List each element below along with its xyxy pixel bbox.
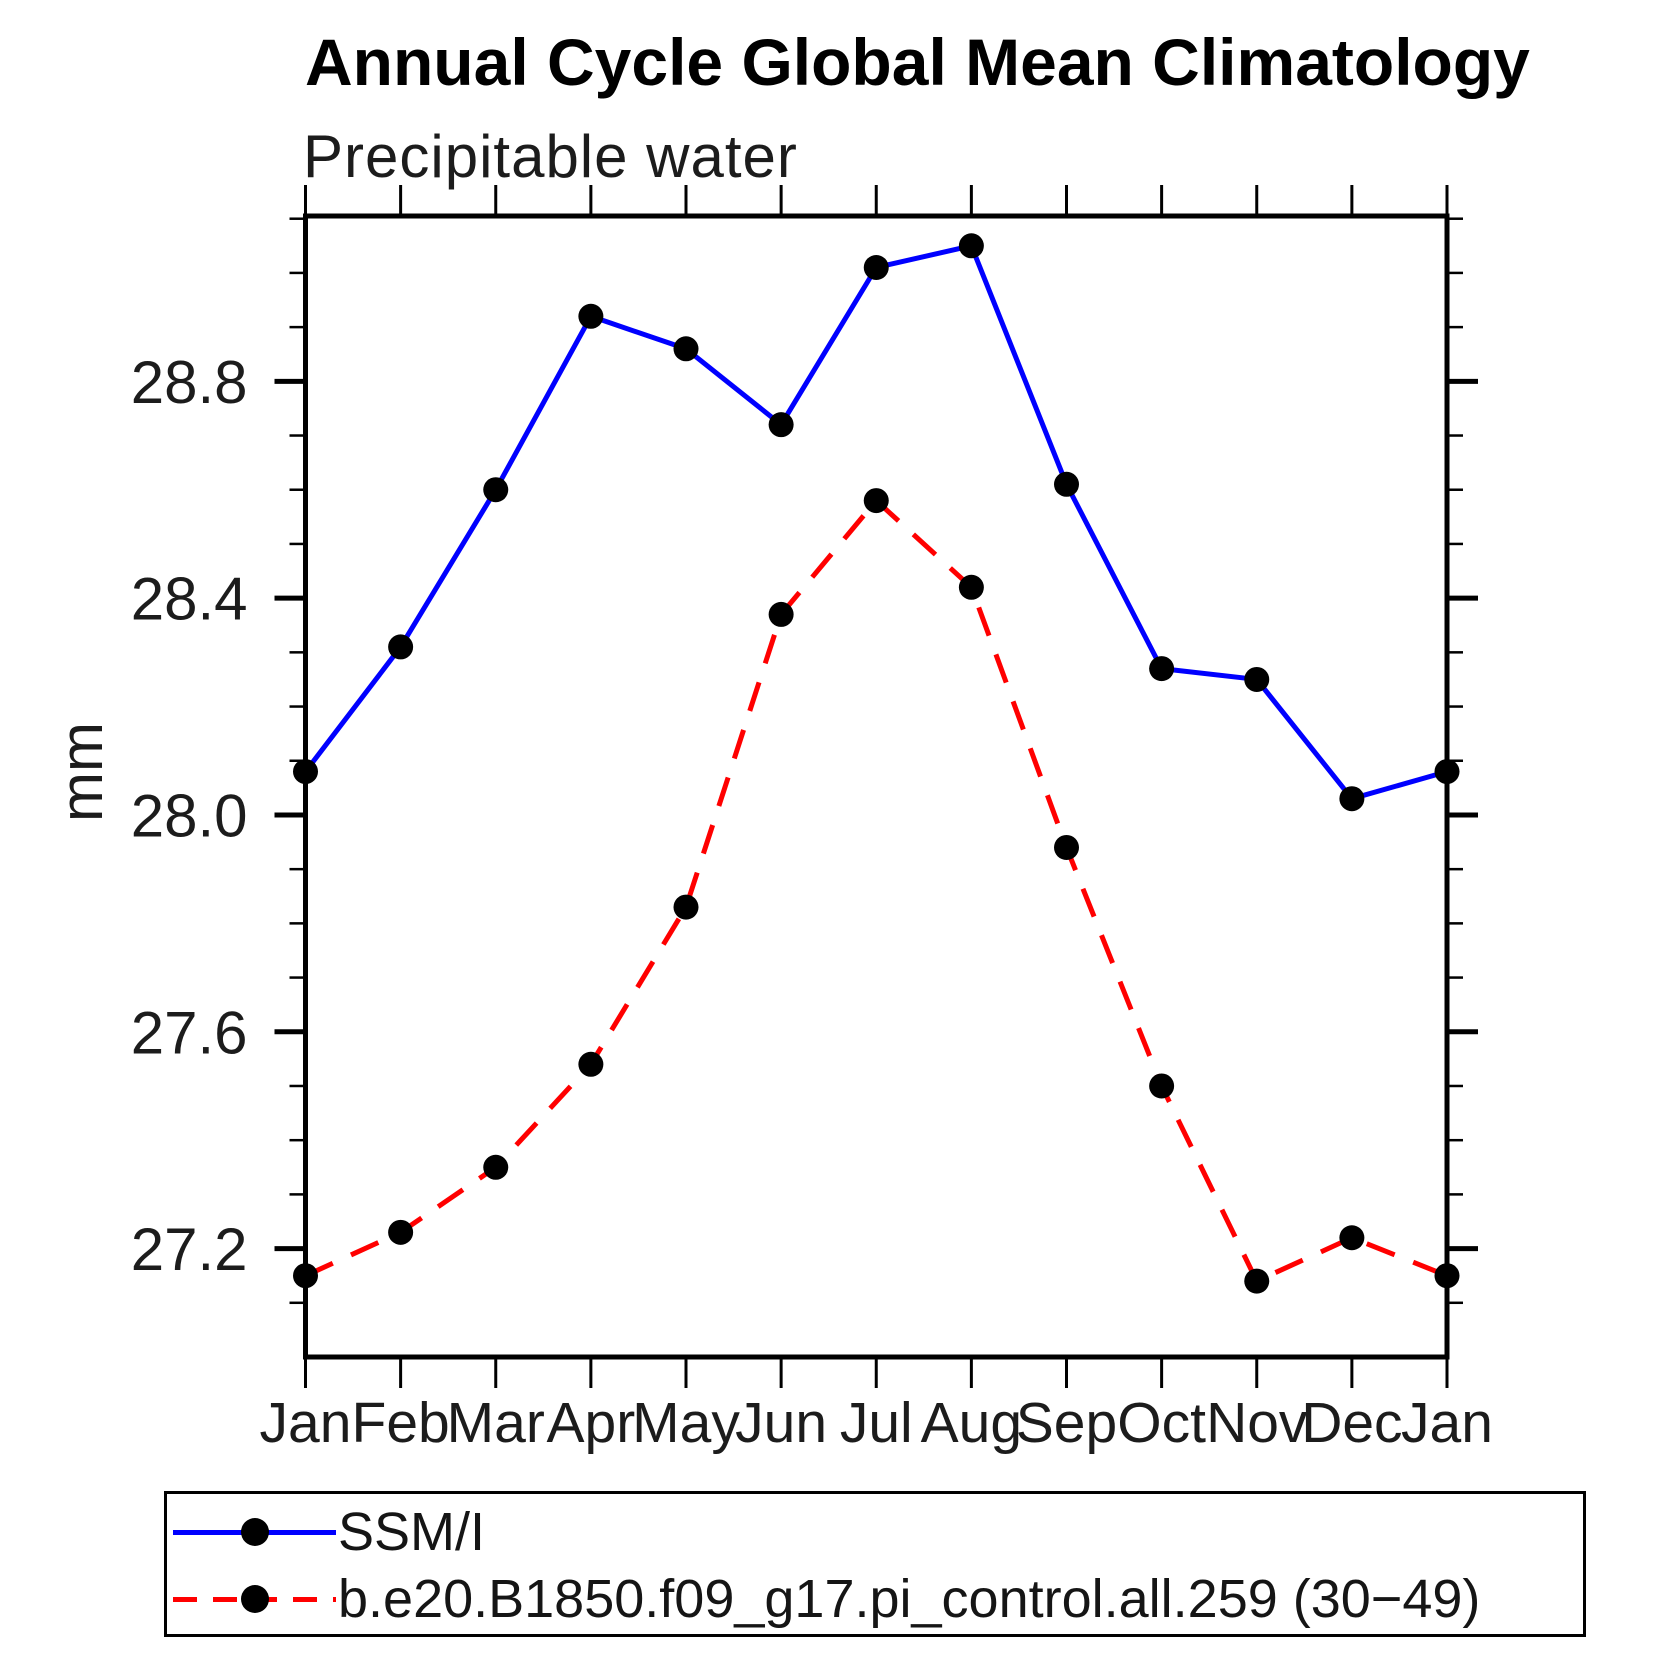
x-tick-label: Sep [1016, 1391, 1117, 1455]
x-tick-label: Dec [1301, 1391, 1402, 1455]
data-point-marker [1054, 834, 1079, 860]
marker-dot-icon [241, 1518, 269, 1546]
x-tick-label: Feb [352, 1391, 450, 1455]
data-point-marker [768, 412, 794, 438]
y-tick-label: 28.8 [131, 349, 248, 416]
y-axis-label: mm [48, 722, 115, 822]
y-tick-label: 28.0 [131, 783, 248, 850]
data-point-marker [578, 1051, 604, 1077]
data-point-marker [1054, 471, 1079, 497]
legend-label: SSM/I [338, 1502, 486, 1562]
data-point-marker [483, 477, 509, 503]
x-tick-label: Jan [1401, 1391, 1493, 1455]
data-point-marker [673, 336, 699, 362]
data-point-marker [388, 634, 414, 660]
legend-item: b.e20.B1850.f09_g17.pi_control.all.259 (… [173, 1569, 1480, 1629]
x-tick-label: Jun [735, 1391, 827, 1455]
data-point-marker [388, 1219, 414, 1245]
legend-swatch-dashed [173, 1575, 336, 1623]
data-point-marker [1434, 1263, 1460, 1289]
y-tick-label: 27.6 [131, 999, 248, 1066]
y-tick-label: 28.4 [131, 566, 248, 633]
data-point-marker [863, 488, 889, 514]
legend-swatch-solid [173, 1508, 336, 1556]
data-point-marker [1244, 1268, 1270, 1294]
series-line-1 [304, 498, 1448, 1284]
data-point-marker [958, 233, 984, 259]
x-tick-label: Nov [1206, 1391, 1308, 1455]
data-point-marker [1339, 1225, 1365, 1251]
legend: SSM/I b.e20.B1850.f09_g17.pi_control.all… [164, 1491, 1586, 1637]
x-tick-label: Oct [1117, 1391, 1206, 1455]
marker-dot-icon [241, 1585, 269, 1613]
y-tick-label: 27.2 [131, 1216, 248, 1283]
plot-frame [303, 213, 1450, 1360]
data-point-marker [1149, 1073, 1175, 1099]
x-tick-label: Aug [921, 1391, 1022, 1455]
data-point-marker [483, 1154, 509, 1180]
data-point-marker [673, 894, 699, 920]
data-point-marker [1244, 666, 1270, 692]
x-tick-label: Jan [260, 1391, 352, 1455]
data-point-marker [293, 759, 318, 785]
legend-label: b.e20.B1850.f09_g17.pi_control.all.259 (… [338, 1569, 1481, 1629]
x-tick-label: Mar [447, 1391, 545, 1455]
data-point-marker [863, 254, 889, 280]
x-tick-label: Apr [547, 1391, 636, 1455]
data-point-marker [293, 1263, 318, 1289]
x-tick-label: May [632, 1391, 740, 1455]
data-point-marker [1149, 656, 1175, 682]
chart-subtitle: Precipitable water [303, 123, 798, 190]
series-line-0 [303, 243, 1448, 802]
data-point-marker [1434, 759, 1460, 785]
x-tick-label: Jul [840, 1391, 913, 1455]
legend-item: SSM/I [173, 1502, 485, 1562]
data-point-marker [958, 574, 984, 600]
data-point-marker [768, 601, 794, 627]
data-point-marker [1339, 786, 1365, 812]
data-point-marker [578, 303, 604, 329]
chart-title: Annual Cycle Global Mean Climatology [305, 25, 1530, 99]
